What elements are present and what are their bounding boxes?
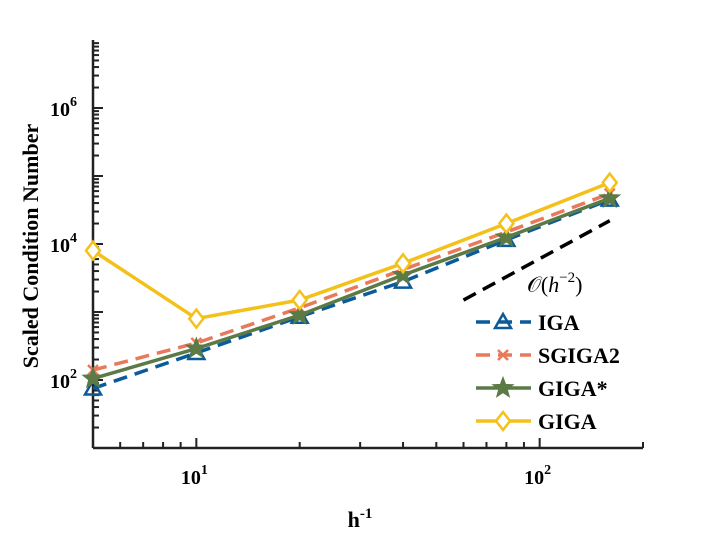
series-line [92, 197, 611, 391]
x-tick-label-exp: 1 [201, 463, 208, 478]
series-layer [81, 171, 622, 396]
reference-layer [462, 219, 611, 302]
x-tick-label: 101 [181, 463, 208, 489]
legend-label: IGA [538, 310, 580, 335]
y-tick-label-exp: 6 [70, 95, 77, 110]
reference-label-prefix: 𝒪( [527, 272, 548, 297]
series-line [92, 192, 611, 372]
reference-label-suffix: ) [575, 272, 582, 297]
marker-x-stroke [497, 349, 509, 361]
x-tick-label-exp: 2 [544, 463, 551, 478]
legend-item-giga: GIGA [476, 409, 597, 434]
y-tick-label-base: 10 [50, 235, 70, 257]
marker-diamond [84, 239, 102, 262]
x-tick-label: 102 [524, 463, 551, 489]
x-tick-label-base: 10 [181, 467, 201, 489]
series-line [92, 180, 611, 321]
reference-line [462, 219, 611, 302]
marker-star [598, 186, 622, 209]
y-tick-label: 106 [50, 95, 77, 121]
y-tick-label: 102 [50, 367, 77, 393]
y-tick-label-exp: 4 [70, 231, 77, 246]
y-tick-label-base: 10 [50, 99, 70, 121]
x-axis-label: h-1 [348, 506, 373, 532]
marker-triangle [82, 377, 104, 396]
legend-item-sgiga2: SGIGA2 [476, 343, 620, 368]
marker-diamond [394, 252, 412, 275]
legend-label: GIGA [538, 409, 597, 434]
reference-label: 𝒪(h−2) [527, 270, 582, 297]
x-tick-label-base: 10 [524, 467, 544, 489]
marker-diamond [291, 288, 309, 312]
marker-diamond [494, 409, 512, 433]
legend-label: GIGA* [538, 376, 608, 401]
series-giga [84, 171, 619, 330]
marker-triangle [492, 311, 514, 330]
y-tick-label-base: 10 [50, 371, 70, 393]
legend-item-giga-: GIGA* [476, 375, 608, 401]
legend-label: SGIGA2 [538, 343, 620, 368]
marker-star [288, 302, 312, 325]
x-axis-label-base: h [348, 507, 360, 532]
marker-diamond [497, 212, 515, 235]
series-giga- [81, 186, 622, 389]
y-tick-label-exp: 2 [70, 367, 77, 382]
x-axis-label-exp: -1 [360, 506, 373, 522]
reference-label-var: h [548, 272, 559, 297]
y-axis-label: Scaled Condition Number [18, 124, 43, 369]
marker-star [81, 366, 105, 389]
marker-star [494, 225, 518, 248]
legend: IGA SGIGA2 GIGA* GIGA [476, 310, 620, 434]
marker-star [184, 336, 208, 359]
marker-star [491, 375, 515, 398]
marker-x [497, 349, 509, 361]
legend-item-iga: IGA [476, 310, 580, 335]
marker-diamond [187, 307, 205, 330]
series-line [92, 196, 611, 381]
marker-diamond [601, 171, 619, 194]
y-tick-label: 104 [50, 231, 77, 257]
reference-label-exp: −2 [559, 270, 575, 286]
